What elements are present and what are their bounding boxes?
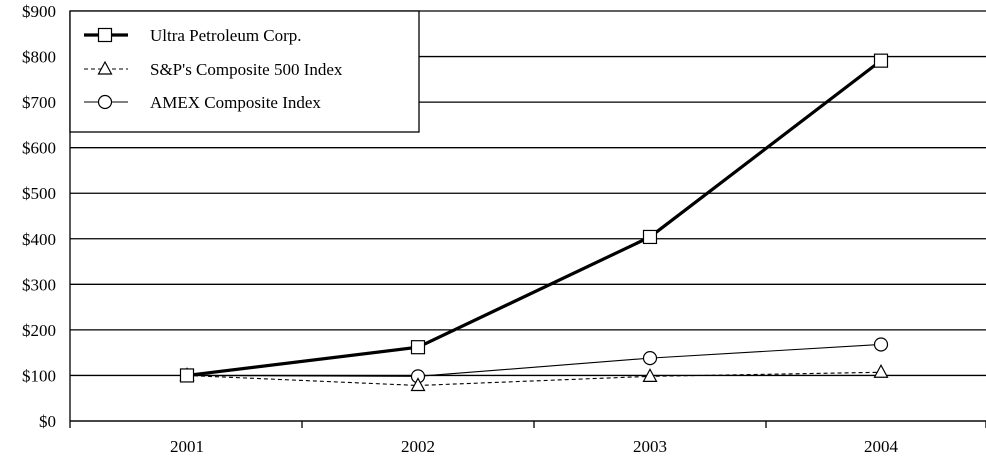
y-axis-ticks: $0 $100 $200 $300 $400 $500 $600 $700 $800 $900: [22, 2, 56, 431]
x-tick-label: 2003: [633, 437, 667, 456]
data-point-2-3: [873, 337, 889, 352]
y-tick-label: $0: [39, 412, 56, 431]
y-tick-label: $900: [22, 2, 56, 21]
data-point-2-2: [642, 351, 658, 366]
data-point-0-1: [410, 340, 426, 355]
legend-marker-2: [97, 94, 113, 110]
data-point-0-0: [179, 368, 195, 383]
x-tick-label: 2004: [864, 437, 899, 456]
y-tick-label: $200: [22, 321, 56, 340]
y-tick-label: $100: [22, 366, 56, 385]
data-point-0-3: [873, 53, 889, 68]
series-line-1: [186, 371, 882, 387]
x-tick-label: 2002: [401, 437, 435, 456]
legend-box: [69, 10, 420, 133]
y-tick-label: $300: [22, 275, 56, 294]
data-point-1-2: [642, 368, 658, 382]
x-tick-label: 2001: [170, 437, 204, 456]
y-tick-label: $400: [22, 230, 56, 249]
y-tick-label: $500: [22, 184, 56, 203]
series-line-2: [186, 343, 882, 377]
data-point-1-3: [873, 363, 889, 378]
x-axis-ticks: 2001 2002 2003 2004: [69, 421, 986, 456]
y-tick-label: $600: [22, 139, 56, 158]
series-line-0: [186, 59, 882, 378]
y-tick-label: $800: [22, 48, 56, 67]
legend-label-0: Ultra Petroleum Corp.: [150, 26, 302, 45]
legend-label-1: S&P's Composite 500 Index: [150, 60, 343, 79]
series-group: [179, 53, 889, 392]
data-point-0-2: [642, 229, 658, 245]
legend-label-2: AMEX Composite Index: [150, 93, 321, 112]
legend-marker-1: [97, 60, 113, 75]
legend: Ultra Petroleum Corp. S&P's Composite 500…: [69, 10, 420, 133]
legend-marker-0: [97, 27, 113, 43]
y-tick-label: $700: [22, 93, 56, 112]
data-point-1-1: [410, 377, 426, 392]
